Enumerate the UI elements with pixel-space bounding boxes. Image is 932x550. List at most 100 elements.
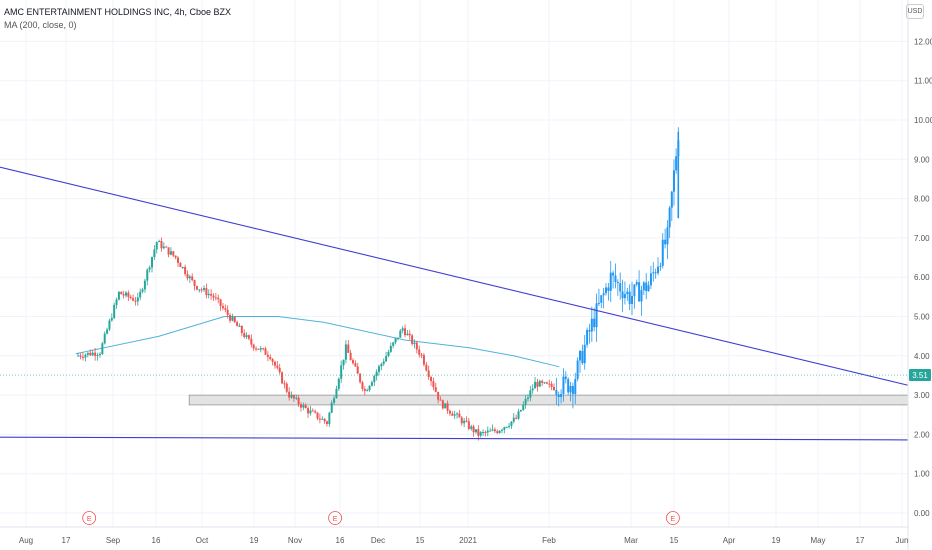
candle-body <box>571 386 574 395</box>
price-tick-label: 4.00 <box>914 352 930 361</box>
candle-body <box>463 420 466 424</box>
candle-body <box>177 257 180 263</box>
earnings-marker-icon <box>82 511 97 525</box>
candle-body <box>186 274 189 279</box>
candle-body <box>649 273 652 286</box>
earnings-marker-label: E <box>671 516 676 523</box>
earnings-marker-icon <box>328 511 342 525</box>
candle-body <box>491 429 494 431</box>
time-axis[interactable]: Aug 17 Sep 16 Oct 19 Nov 16 Dec 15 2021 Feb Mar 15 Apr… <box>19 536 909 545</box>
candle-body <box>508 425 511 427</box>
candle-body <box>276 365 279 368</box>
descending-trendline[interactable] <box>0 166 909 386</box>
candle-body <box>262 348 265 350</box>
candle-body <box>631 296 634 304</box>
candle-body <box>638 282 641 302</box>
candle-body <box>349 352 352 361</box>
candle-body <box>505 426 508 428</box>
candle-body <box>394 338 397 343</box>
candle-body <box>302 405 305 408</box>
candle-body <box>94 352 97 356</box>
candle-body <box>597 302 600 304</box>
time-tick-label: May <box>810 536 825 545</box>
candle-body <box>160 240 163 249</box>
candle-body <box>117 291 120 300</box>
candle-body <box>616 282 619 284</box>
candle-body <box>361 382 364 389</box>
time-tick-label: 19 <box>250 536 259 545</box>
candle-body <box>250 338 253 345</box>
candle-body <box>255 348 258 350</box>
candle-body <box>666 227 669 245</box>
candle-body <box>496 431 499 433</box>
candle-body <box>408 333 411 336</box>
indicator-label[interactable]: MA (200, close, 0) <box>4 20 77 30</box>
candle-body <box>633 284 636 297</box>
price-tick-label: 9.00 <box>914 155 930 164</box>
time-tick-label: 17 <box>856 536 865 545</box>
candle-body <box>385 356 388 362</box>
candle-body <box>184 266 187 275</box>
candles <box>77 127 680 441</box>
candle-body <box>413 342 416 344</box>
candle-body <box>148 267 151 270</box>
candle-body <box>347 344 350 353</box>
price-tick-label: 8.00 <box>914 195 930 204</box>
candle-body <box>675 156 678 171</box>
candle-body <box>120 291 123 295</box>
candle-body <box>172 251 175 256</box>
candle-body <box>560 393 563 398</box>
candle-body <box>382 361 385 364</box>
candle-body <box>181 266 184 268</box>
time-tick-label: 15 <box>670 536 679 545</box>
candle-body <box>590 318 593 332</box>
candle-body <box>366 390 369 392</box>
candle-body <box>278 367 281 373</box>
candle-body <box>541 380 544 383</box>
candle-body <box>467 421 470 429</box>
candle-body <box>101 343 104 355</box>
candle-body <box>474 429 477 433</box>
symbol-title[interactable]: AMC ENTERTAINMENT HOLDINGS INC, 4h, Cboe… <box>4 7 232 17</box>
candle-body <box>373 376 376 383</box>
candle-body <box>162 246 165 249</box>
candle-body <box>115 299 118 305</box>
candle-body <box>635 282 638 285</box>
candle-body <box>605 287 608 294</box>
candle-body <box>588 330 591 332</box>
candle-body <box>271 359 274 362</box>
candle-body <box>146 269 149 281</box>
candle-body <box>548 383 551 385</box>
candle-body <box>593 318 596 328</box>
candle-body <box>108 320 111 330</box>
time-tick-label: Aug <box>19 536 33 545</box>
candle-body <box>472 426 475 433</box>
candle-body <box>574 379 577 395</box>
candle-body <box>266 354 269 357</box>
price-tick-label: 5.00 <box>914 313 930 322</box>
candle-body <box>600 295 603 303</box>
candle-body <box>529 390 532 398</box>
earnings-marker-label: E <box>87 516 92 523</box>
candle-body <box>240 326 243 334</box>
candle-body <box>191 276 194 281</box>
candle-body <box>151 256 154 268</box>
candle-body <box>269 356 272 360</box>
support-trendline[interactable] <box>0 436 909 441</box>
candle-body <box>283 383 286 385</box>
candle-body <box>552 386 555 391</box>
price-axis[interactable]: 0.00 1.00 2.00 3.00 4.00 5.00 6.00 7.00 8.00 9.00… <box>914 37 932 518</box>
candle-body <box>456 413 459 415</box>
candle-body <box>562 376 565 394</box>
candle-body <box>134 300 137 302</box>
currency-button[interactable]: USD <box>906 4 924 19</box>
candle-body <box>642 282 645 291</box>
candle-body <box>609 272 612 291</box>
candle-body <box>670 191 673 208</box>
candle-body <box>136 297 139 302</box>
candle-body <box>595 303 598 328</box>
candle-body <box>188 276 191 279</box>
candle-body <box>550 383 553 387</box>
